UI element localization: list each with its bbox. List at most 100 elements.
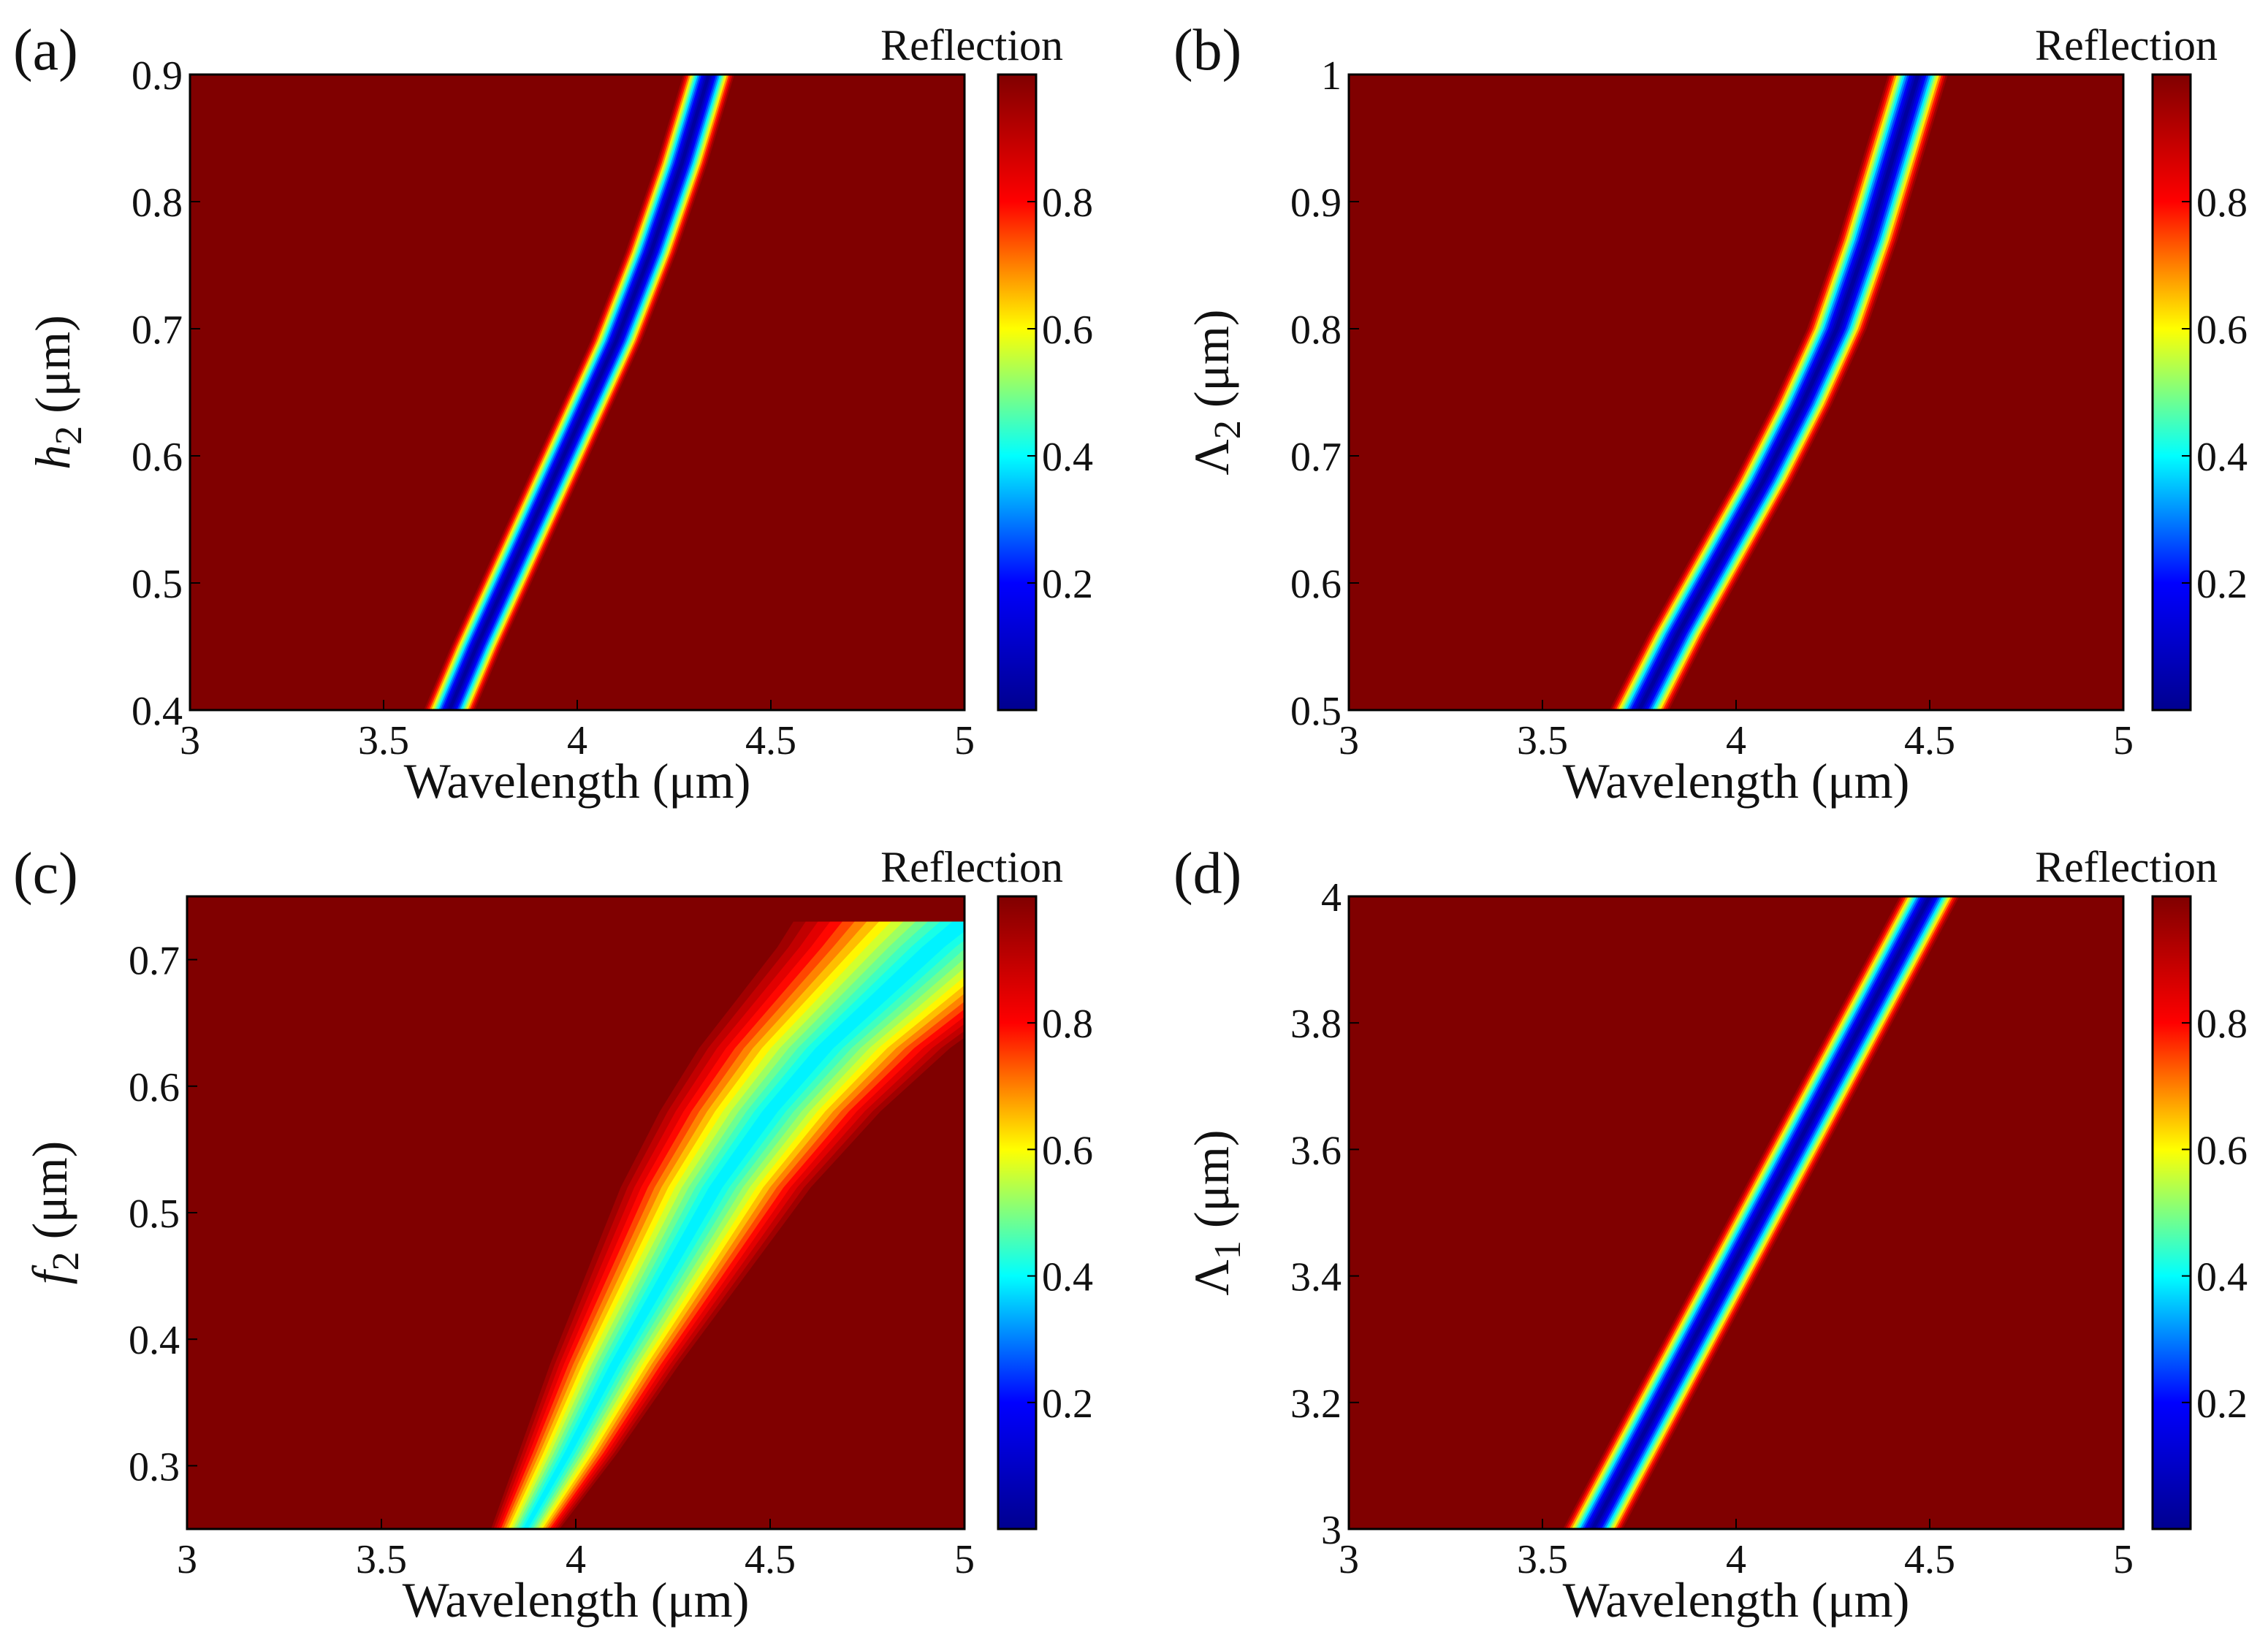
colorbar-title: Reflection (2035, 843, 2218, 891)
x-tick-label: 3 (180, 718, 200, 763)
heatmap-background (1349, 75, 2123, 710)
x-tick-label: 3.5 (1517, 718, 1568, 763)
x-tick-label: 4.5 (1904, 718, 1955, 763)
colorbar-tick-label: 0.2 (1042, 562, 1093, 607)
x-tick-label: 4.5 (745, 1537, 796, 1582)
colorbar-tick-label: 0.6 (1042, 1128, 1093, 1173)
y-tick-label: 0.4 (132, 689, 183, 734)
x-tick-label: 3 (1339, 1537, 1359, 1582)
y-tick-label: 0.5 (132, 562, 183, 607)
colorbar-tick-label: 0.8 (2196, 1002, 2248, 1047)
resonance-band-layer (513, 921, 964, 1529)
colorbar-title: Reflection (880, 21, 1063, 69)
colorbar-tick-label: 0.4 (2196, 435, 2248, 480)
y-tick-label: 0.5 (129, 1191, 180, 1237)
colorbar-tick-label: 0.4 (1042, 435, 1093, 480)
colorbar-title: Reflection (2035, 21, 2218, 69)
y-tick-label: 0.7 (132, 308, 183, 353)
resonance-band-layer (520, 921, 964, 1529)
y-tick-label: 0.6 (129, 1065, 180, 1110)
resonance-band-layer (440, 75, 718, 710)
colorbar-tick-label: 0.6 (2196, 308, 2248, 353)
x-tick-label: 5 (2113, 718, 2134, 763)
x-tick-label: 5 (954, 1537, 975, 1582)
x-tick-label: 5 (954, 718, 975, 763)
y-tick-label: 0.7 (1290, 435, 1342, 480)
colorbar-tick-label: 0.8 (2196, 180, 2248, 226)
panel-label: (a) (13, 18, 78, 83)
y-axis-title: f2 (μm) (22, 1141, 87, 1285)
y-tick-label: 3.4 (1290, 1255, 1342, 1300)
colorbar-frame (2151, 895, 2192, 1530)
y-axis-title: Λ1 (μm) (1184, 1130, 1249, 1296)
panel-label: (d) (1173, 842, 1241, 906)
y-axis-symbol: Λ (1184, 1259, 1239, 1295)
colorbar-tick-label: 0.6 (2196, 1128, 2248, 1173)
colorbar-tick-label: 0.2 (2196, 1381, 2248, 1427)
y-axis-subscript: 2 (1207, 420, 1249, 439)
y-axis-unit: (μm) (1184, 1130, 1239, 1241)
panels: 3 3.5 4 4.5 5 0.4 0.5 0.6 0.7 0.8 0.9 Wavelength (μ… (13, 18, 2248, 1628)
colorbar (2153, 896, 2191, 1529)
y-tick-label: 3 (1321, 1508, 1342, 1553)
x-tick-label: 3 (1339, 718, 1359, 763)
x-tick-label: 3.5 (1517, 1537, 1568, 1582)
x-tick-label: 3 (177, 1537, 197, 1582)
y-axis-unit: (μm) (22, 1141, 77, 1252)
colorbar (2153, 75, 2191, 710)
y-tick-label: 3.2 (1290, 1381, 1342, 1427)
x-axis-title: Wavelength (μm) (1563, 753, 1910, 809)
colorbar-tick-label: 0.2 (1042, 1381, 1093, 1427)
y-tick-label: 0.8 (1290, 308, 1342, 353)
colorbar-tick-label: 0.6 (1042, 308, 1093, 353)
x-tick-label: 4 (1726, 1537, 1746, 1582)
panel-b: 3 3.5 4 4.5 5 0.5 0.6 0.7 0.8 0.9 1 Wavelength (μm)… (1173, 18, 2248, 809)
x-tick-label: 4 (567, 718, 587, 763)
y-tick-label: 4 (1321, 875, 1342, 920)
y-axis-unit: (μm) (25, 315, 80, 426)
panel-label: (c) (13, 842, 78, 906)
x-tick-label: 4 (1726, 718, 1746, 763)
panel-c: 3 3.5 4 4.5 5 0.3 0.4 0.5 0.6 0.7 Wavelength (μm) f… (13, 842, 1093, 1628)
colorbar (998, 896, 1036, 1529)
x-axis-title: Wavelength (μm) (1563, 1572, 1910, 1628)
y-axis-subscript: 2 (45, 1251, 87, 1270)
heatmap-field (1609, 75, 1948, 710)
colorbar-frame (997, 895, 1038, 1530)
x-axis-title: Wavelength (μm) (404, 753, 751, 809)
x-tick-label: 4 (566, 1537, 586, 1582)
x-tick-label: 3.5 (356, 1537, 407, 1582)
colorbar-tick-label: 0.4 (1042, 1255, 1093, 1300)
colorbar-tick-label: 0.2 (2196, 562, 2248, 607)
y-axis-symbol: h (25, 445, 80, 470)
y-axis-title: h2 (μm) (25, 315, 90, 470)
y-tick-label: 0.9 (1290, 180, 1342, 226)
panel-label: (b) (1173, 18, 1241, 83)
heatmap-field (1563, 896, 1960, 1529)
heatmap-field (491, 921, 964, 1529)
y-axis-subscript: 1 (1207, 1240, 1249, 1259)
panel-a: 3 3.5 4 4.5 5 0.4 0.5 0.6 0.7 0.8 0.9 Wavelength (μ… (13, 18, 1093, 809)
heatmap-field (424, 75, 735, 710)
y-axis-unit: (μm) (1184, 310, 1239, 421)
y-axis-subscript: 2 (48, 426, 90, 445)
resonance-band-layer (1591, 896, 1932, 1529)
x-tick-label: 5 (2113, 1537, 2134, 1582)
y-tick-label: 0.9 (132, 53, 183, 99)
colorbar-title: Reflection (880, 843, 1063, 891)
resonance-band-layer (1624, 75, 1933, 710)
y-tick-label: 3.6 (1290, 1128, 1342, 1173)
y-tick-label: 0.3 (129, 1444, 180, 1490)
y-tick-label: 0.6 (1290, 562, 1342, 607)
colorbar-tick-label: 0.4 (2196, 1255, 2248, 1300)
x-tick-label: 3.5 (358, 718, 409, 763)
y-tick-label: 0.7 (129, 939, 180, 984)
x-axis-title: Wavelength (μm) (403, 1572, 750, 1628)
y-tick-label: 0.8 (132, 180, 183, 226)
y-tick-label: 1 (1321, 53, 1342, 99)
y-axis-title: Λ2 (μm) (1184, 310, 1249, 476)
colorbar (998, 75, 1036, 710)
colorbar-tick-label: 0.8 (1042, 1002, 1093, 1047)
